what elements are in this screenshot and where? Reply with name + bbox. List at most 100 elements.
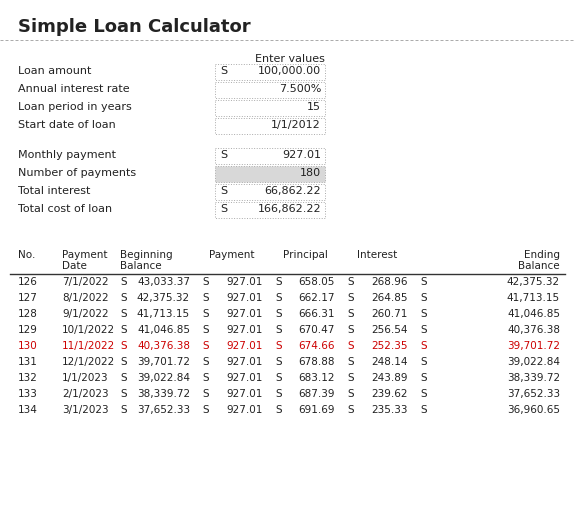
Text: S: S — [347, 293, 354, 303]
Text: 1/1/2012: 1/1/2012 — [271, 120, 321, 130]
Text: Number of payments: Number of payments — [18, 168, 136, 178]
Text: S: S — [202, 357, 209, 367]
Text: 1/1/2023: 1/1/2023 — [62, 373, 109, 383]
Bar — [215, 118, 325, 134]
Text: S: S — [120, 405, 126, 415]
Text: 658.05: 658.05 — [298, 277, 335, 287]
Text: S: S — [420, 277, 427, 287]
Text: S: S — [347, 405, 354, 415]
Text: 248.14: 248.14 — [371, 357, 408, 367]
Text: 66,862.22: 66,862.22 — [264, 186, 321, 196]
Text: 691.69: 691.69 — [298, 405, 335, 415]
Text: 166,862.22: 166,862.22 — [258, 204, 321, 214]
Text: S: S — [202, 389, 209, 399]
Text: 678.88: 678.88 — [298, 357, 335, 367]
Text: 927.01: 927.01 — [282, 150, 321, 160]
Text: S: S — [275, 389, 282, 399]
Text: S: S — [347, 277, 354, 287]
Text: Balance: Balance — [120, 261, 162, 271]
Text: 12/1/2022: 12/1/2022 — [62, 357, 115, 367]
Text: S: S — [347, 373, 354, 383]
Text: S: S — [220, 204, 227, 214]
Text: 670.47: 670.47 — [298, 325, 335, 335]
Text: 38,339.72: 38,339.72 — [507, 373, 560, 383]
Text: Balance: Balance — [519, 261, 560, 271]
Text: Annual interest rate: Annual interest rate — [18, 84, 129, 94]
Bar — [215, 184, 325, 200]
Text: 3/1/2023: 3/1/2023 — [62, 405, 109, 415]
Text: Beginning: Beginning — [120, 250, 172, 260]
Text: 260.71: 260.71 — [371, 309, 408, 319]
Text: S: S — [420, 309, 427, 319]
Text: 927.01: 927.01 — [227, 341, 263, 351]
Text: Loan amount: Loan amount — [18, 66, 91, 76]
Bar — [215, 64, 325, 80]
Text: S: S — [420, 405, 427, 415]
Text: 7.500%: 7.500% — [279, 84, 321, 94]
Text: 927.01: 927.01 — [227, 293, 263, 303]
Text: S: S — [347, 389, 354, 399]
Text: 39,022.84: 39,022.84 — [507, 357, 560, 367]
Text: 134: 134 — [18, 405, 38, 415]
Text: S: S — [420, 325, 427, 335]
Text: 128: 128 — [18, 309, 38, 319]
Text: S: S — [347, 325, 354, 335]
Text: 11/1/2022: 11/1/2022 — [62, 341, 115, 351]
Text: S: S — [420, 341, 427, 351]
Text: S: S — [202, 325, 209, 335]
Text: S: S — [120, 325, 126, 335]
Text: 927.01: 927.01 — [227, 389, 263, 399]
Text: 10/1/2022: 10/1/2022 — [62, 325, 115, 335]
Text: 235.33: 235.33 — [371, 405, 408, 415]
Text: S: S — [347, 357, 354, 367]
Text: S: S — [275, 309, 282, 319]
Text: 927.01: 927.01 — [227, 405, 263, 415]
Text: S: S — [120, 389, 126, 399]
Text: No.: No. — [18, 250, 36, 260]
Text: S: S — [202, 405, 209, 415]
Text: S: S — [202, 341, 209, 351]
Text: S: S — [120, 293, 126, 303]
Text: 2/1/2023: 2/1/2023 — [62, 389, 109, 399]
Text: 927.01: 927.01 — [227, 373, 263, 383]
Text: 133: 133 — [18, 389, 38, 399]
Text: 243.89: 243.89 — [371, 373, 408, 383]
Text: 43,033.37: 43,033.37 — [137, 277, 190, 287]
Text: 100,000.00: 100,000.00 — [258, 66, 321, 76]
Text: Total interest: Total interest — [18, 186, 90, 196]
Text: S: S — [420, 357, 427, 367]
Bar — [215, 82, 325, 98]
Text: S: S — [420, 373, 427, 383]
Text: Payment: Payment — [62, 250, 108, 260]
Text: Interest: Interest — [357, 250, 397, 260]
Text: 42,375.32: 42,375.32 — [137, 293, 190, 303]
Text: S: S — [275, 293, 282, 303]
Text: S: S — [202, 293, 209, 303]
Text: 39,022.84: 39,022.84 — [137, 373, 190, 383]
Bar — [215, 100, 325, 116]
Text: 268.96: 268.96 — [371, 277, 408, 287]
Text: Date: Date — [62, 261, 87, 271]
Text: 130: 130 — [18, 341, 38, 351]
Text: 15: 15 — [307, 102, 321, 112]
Text: 126: 126 — [18, 277, 38, 287]
Text: 42,375.32: 42,375.32 — [507, 277, 560, 287]
Text: 687.39: 687.39 — [298, 389, 335, 399]
Text: S: S — [347, 309, 354, 319]
Text: 9/1/2022: 9/1/2022 — [62, 309, 109, 319]
Text: 666.31: 666.31 — [298, 309, 335, 319]
Text: 8/1/2022: 8/1/2022 — [62, 293, 109, 303]
Text: 37,652.33: 37,652.33 — [507, 389, 560, 399]
Text: 36,960.65: 36,960.65 — [507, 405, 560, 415]
Text: Monthly payment: Monthly payment — [18, 150, 116, 160]
Text: S: S — [420, 293, 427, 303]
Text: S: S — [275, 325, 282, 335]
Text: 674.66: 674.66 — [298, 341, 335, 351]
Text: 927.01: 927.01 — [227, 325, 263, 335]
Text: 927.01: 927.01 — [227, 309, 263, 319]
Text: 39,701.72: 39,701.72 — [137, 357, 190, 367]
Text: S: S — [202, 373, 209, 383]
Text: 662.17: 662.17 — [298, 293, 335, 303]
Text: 41,046.85: 41,046.85 — [507, 309, 560, 319]
Text: 39,701.72: 39,701.72 — [507, 341, 560, 351]
